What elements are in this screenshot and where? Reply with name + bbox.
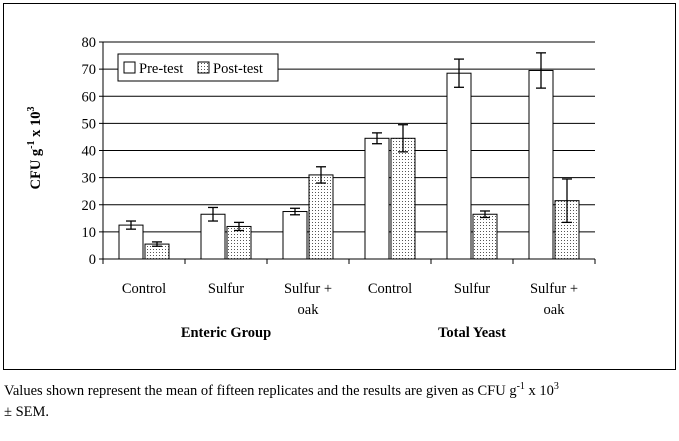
y-tick-label: 60: [82, 89, 97, 105]
category-label: Sulfur +: [284, 281, 332, 297]
category-label: Control: [368, 281, 412, 297]
bar-post-test: [308, 174, 334, 260]
figure-caption: Values shown represent the mean of fifte…: [4, 381, 559, 420]
y-tick-label: 70: [82, 62, 97, 78]
bar-post-test: [226, 225, 252, 260]
axes: [99, 41, 596, 264]
y-tick-label: 10: [82, 225, 97, 241]
category-label: oak: [544, 302, 566, 318]
chart-frame: [3, 3, 676, 370]
category-label: oak: [298, 302, 320, 318]
y-tick-label: 80: [82, 35, 97, 51]
legend: Pre-test Post-test: [117, 53, 279, 82]
group-label: Enteric Group: [181, 325, 271, 341]
y-tick-label: 0: [89, 252, 96, 268]
category-label: Sulfur: [208, 281, 244, 297]
gridlines: [103, 41, 595, 233]
bar-pre-test: [282, 211, 308, 260]
bar-pre-test: [118, 224, 144, 260]
y-tick-label: 20: [82, 198, 97, 214]
bars: [118, 52, 580, 260]
bar-pre-test: [446, 72, 472, 260]
category-label: Control: [122, 281, 166, 297]
axis-labels: 0 10 20 30 40 50 60 70 80 Control Sulfur Sulfur + oa…: [82, 35, 579, 341]
legend-swatch: [123, 61, 136, 74]
bar-pre-test: [528, 69, 554, 260]
bar-post-test: [472, 213, 498, 260]
bar-chart: 0 10 20 30 40 50 60 70 80 Control Sulfur Sulfur + oa…: [26, 35, 596, 341]
y-tick-label: 50: [82, 116, 97, 132]
y-tick-label: 40: [82, 144, 97, 160]
category-label: Sulfur +: [530, 281, 578, 297]
group-label: Total Yeast: [438, 325, 506, 341]
bar-post-test: [390, 137, 416, 260]
y-tick-label: 30: [82, 171, 97, 187]
bar-pre-test: [200, 213, 226, 260]
legend-swatch: [197, 61, 210, 74]
y-axis-title: CFU g-1 x 103: [26, 106, 44, 189]
legend-entry: Pre-test: [139, 61, 183, 77]
legend-entry: Post-test: [213, 61, 263, 77]
bar-pre-test: [364, 137, 390, 260]
category-label: Sulfur: [454, 281, 490, 297]
